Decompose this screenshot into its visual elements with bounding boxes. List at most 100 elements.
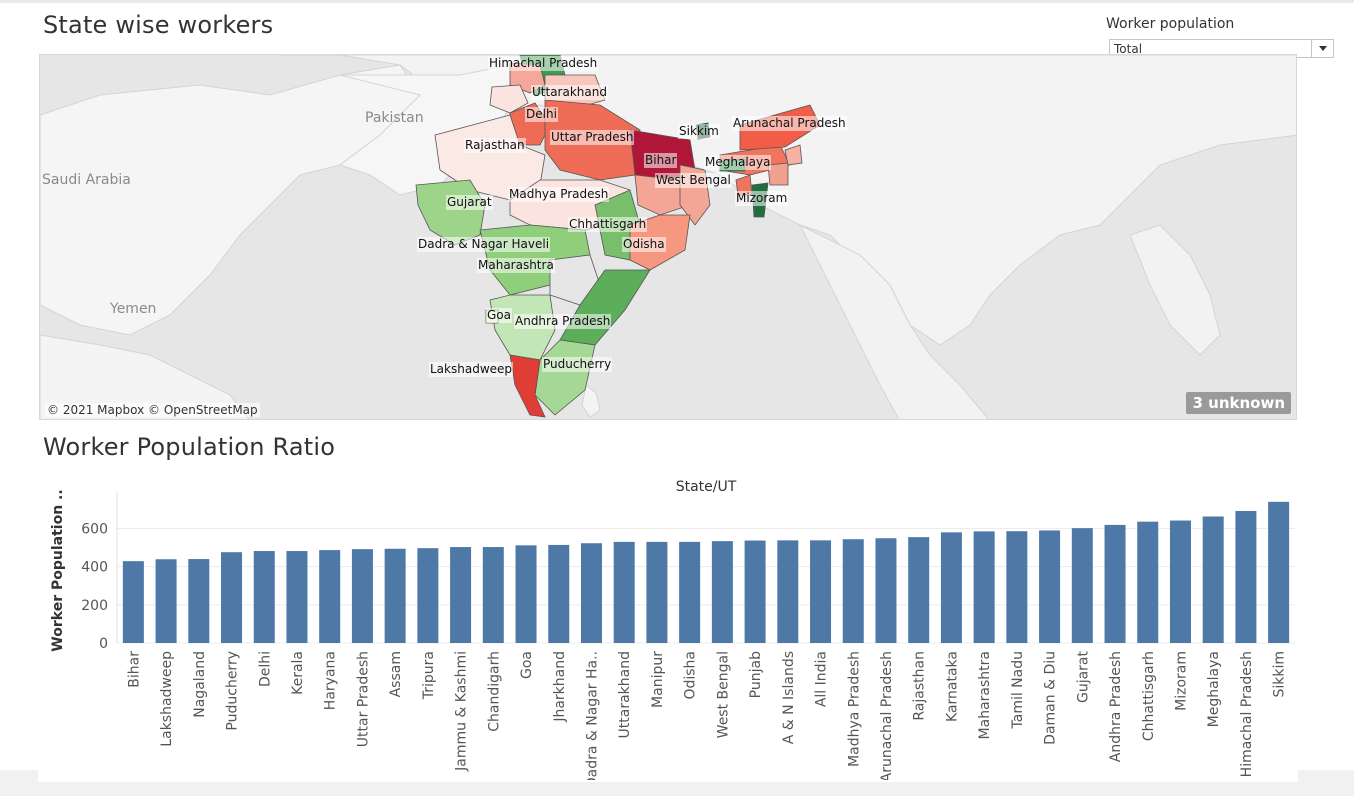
state-label: Gujarat [446,195,493,210]
chevron-down-icon[interactable] [1311,39,1333,58]
bar [548,544,570,643]
worker-population-dropdown[interactable]: Total [1109,39,1334,58]
bar [1104,524,1126,643]
state-nagaland[interactable] [784,144,803,166]
state-label: Meghalaya [704,155,772,170]
land-islands-east [1129,224,1221,356]
bar [1006,531,1028,643]
map-title: State wise workers [43,11,274,39]
state-label: Goa [486,308,512,323]
map-canvas [40,55,1296,419]
x-tick-label: Delhi [257,651,273,687]
state-label: Himachal Pradesh [488,56,599,71]
state-label: Puducherry [542,357,613,372]
land-arabia [40,64,421,336]
x-tick-label: Mizoram [1173,651,1189,711]
state-label: Mizoram [735,191,789,206]
x-tick-label: Maharashtra [977,651,993,739]
state-label: Uttar Pradesh [550,130,635,145]
x-tick-label: All India [814,651,830,707]
y-tick-label: 200 [81,598,108,614]
bar [1137,521,1159,643]
map-attribution[interactable]: © 2021 Mapbox © OpenStreetMap [45,403,260,417]
bar [777,540,799,643]
bar [351,549,373,643]
bar [580,543,602,643]
state-punjab[interactable] [489,84,529,114]
x-axis-label: State/UT [676,479,737,495]
x-tick-label: Lakshadweep [159,651,175,747]
state-gujarat[interactable] [415,179,486,246]
bar [1039,530,1061,643]
state-label: Chhattisgarh [568,217,648,232]
x-tick-label: Daman & Diu [1043,651,1059,745]
bar [842,539,864,643]
state-kerala[interactable] [509,354,546,418]
land-se-asia [798,223,989,419]
x-tick-label: Uttar Pradesh [355,651,371,747]
x-tick-label: Punjab [748,651,764,698]
bar [155,559,177,643]
bar [940,532,962,643]
x-tick-label: Manipur [650,651,666,708]
state-label: Dadra & Nagar Haveli [417,237,551,252]
bar [711,541,733,643]
bar [1202,516,1224,643]
bar [1268,501,1290,643]
land-east-africa [40,334,250,419]
x-tick-label: Goa [519,651,535,679]
x-tick-label: Haryana [323,651,339,710]
state-label: Odisha [622,237,666,252]
bar [319,550,341,643]
x-tick-label: Karnataka [944,651,960,722]
x-tick-label: Uttarakhand [617,651,633,738]
bar [1071,528,1093,643]
y-axis-label: Worker Population .. [50,489,66,651]
unknown-badge[interactable]: 3 unknown [1186,392,1291,414]
x-tick-label: Chandigarh [486,651,502,732]
x-tick-label: Odisha [683,651,699,700]
bar [188,559,210,643]
x-tick-label: Arunachal Pradesh [879,651,895,780]
x-tick-label: Sikkim [1272,651,1288,698]
bar [384,548,406,643]
state-label: Andhra Pradesh [514,314,612,329]
bar [286,551,308,643]
x-tick-label: Madhya Pradesh [846,651,862,767]
y-tick-label: 600 [81,522,108,538]
state-label: Uttarakhand [531,85,608,100]
bar [1235,510,1257,643]
bar [908,537,930,643]
bar [613,541,635,643]
bar [744,540,766,643]
bar [875,538,897,643]
bar [515,545,537,643]
bar [221,552,243,643]
x-tick-label: Himachal Pradesh [1239,651,1255,777]
state-map[interactable]: Pakistan Saudi Arabia Yemen Himachal Prades… [39,54,1297,420]
state-label: Arunachal Pradesh [732,116,847,131]
x-tick-label: Tamil Nadu [1010,651,1026,730]
state-label: Delhi [525,107,558,122]
x-tick-label: Gujarat [1075,650,1091,703]
bar [482,547,504,643]
dropdown-selected-value: Total [1114,42,1143,56]
x-tick-label: Puducherry [225,651,241,731]
state-label: Sikkim [678,124,720,139]
state-manipur[interactable] [767,162,789,186]
y-tick-label: 400 [81,560,108,576]
y-tick-label: 0 [99,636,108,652]
x-tick-label: Chhattisgarh [1141,651,1157,741]
x-tick-label: Bihar [126,651,142,688]
state-label: Bihar [644,153,678,168]
x-tick-label: Andhra Pradesh [1108,651,1124,762]
bar [450,547,472,643]
country-label: Yemen [110,301,157,317]
x-tick-label: Dadra & Nagar Ha.. [584,651,600,780]
state-label: Maharashtra [477,258,555,273]
bar-chart-title: Worker Population Ratio [43,433,336,461]
top-strip [0,0,1354,3]
bar [1169,520,1191,643]
state-label: Madhya Pradesh [508,187,610,202]
state-label: Lakshadweep [429,362,514,377]
